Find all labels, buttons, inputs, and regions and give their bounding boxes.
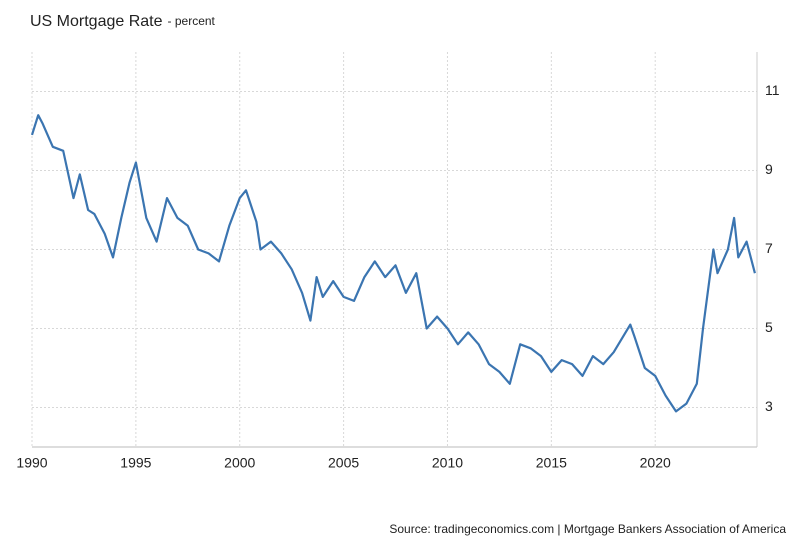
chart-title: US Mortgage Rate - percent <box>30 13 216 30</box>
x-tick-label: 1995 <box>120 455 151 471</box>
y-tick-label: 7 <box>765 240 773 256</box>
y-tick-label: 9 <box>765 161 773 177</box>
x-tick-label: 2010 <box>432 455 463 471</box>
x-tick-label: 2020 <box>640 455 671 471</box>
x-tick-label: 1990 <box>16 455 47 471</box>
source: Source: tradingeconomics.com | Mortgage … <box>389 522 786 536</box>
line-series <box>30 114 756 413</box>
x-tick-label: 2005 <box>328 455 359 471</box>
title: US Mortgage Rate <box>30 13 163 30</box>
x-tick-label: 2000 <box>224 455 255 471</box>
y-tick-label: 11 <box>765 82 780 98</box>
y-tick-label: 5 <box>765 319 773 335</box>
y-tick-label: 3 <box>765 398 773 414</box>
x-tick-label: 2015 <box>536 455 567 471</box>
subtitle: - percent <box>168 14 216 28</box>
